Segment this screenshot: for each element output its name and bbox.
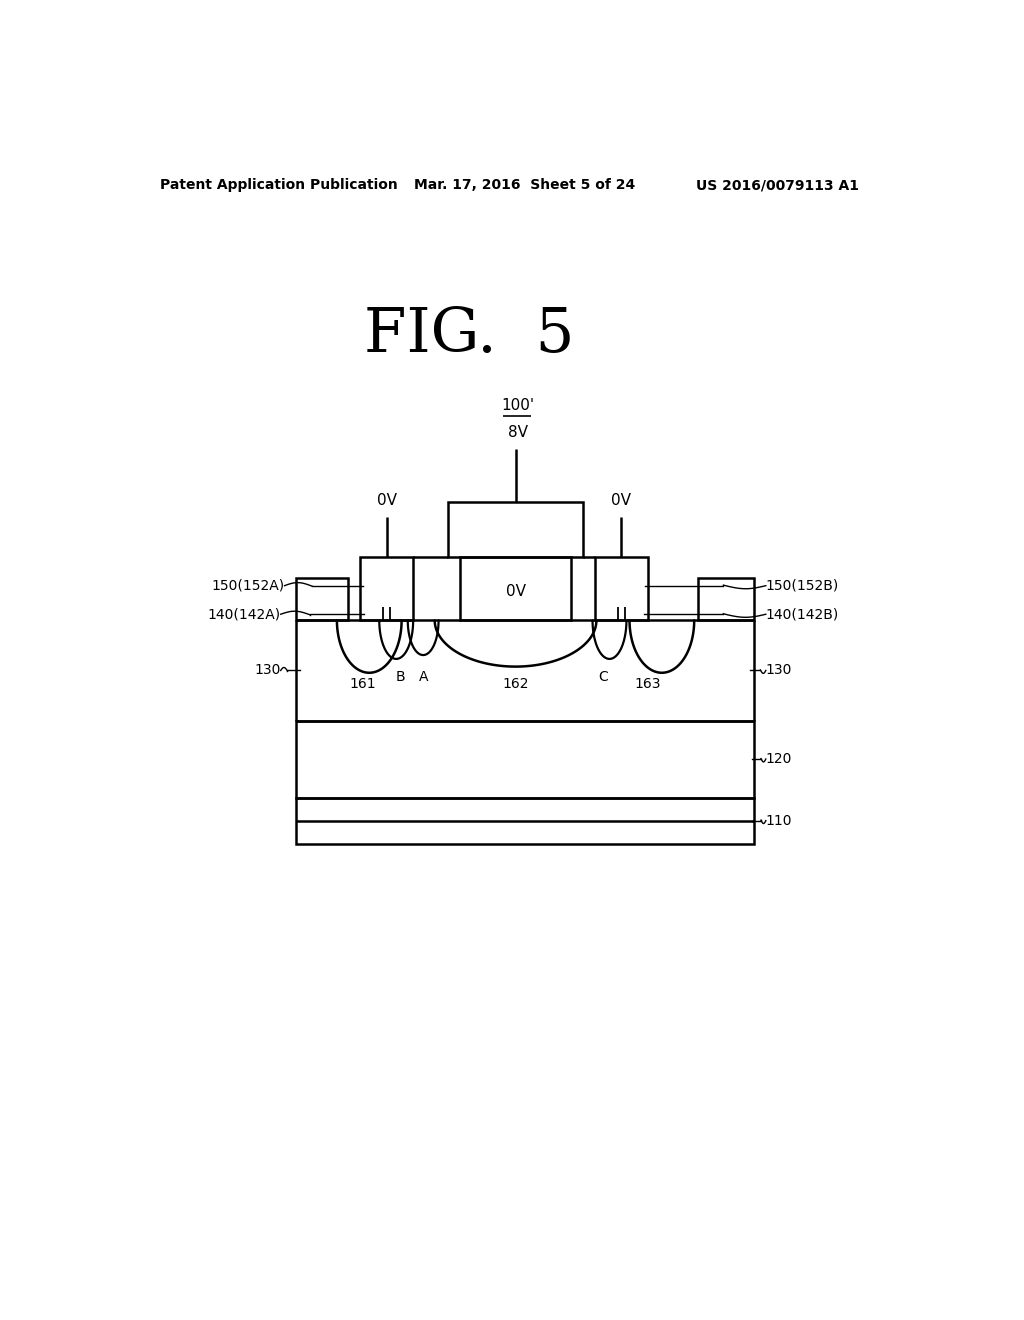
Text: 100': 100' [502, 399, 535, 413]
Text: 140(142A): 140(142A) [208, 607, 281, 622]
Text: Patent Application Publication: Patent Application Publication [160, 178, 397, 193]
Text: US 2016/0079113 A1: US 2016/0079113 A1 [696, 178, 859, 193]
Text: A: A [419, 671, 429, 684]
Bar [360, 557, 413, 620]
Text: 150(152A): 150(152A) [211, 578, 285, 593]
Text: Mar. 17, 2016  Sheet 5 of 24: Mar. 17, 2016 Sheet 5 of 24 [414, 178, 636, 193]
Text: 130: 130 [254, 664, 281, 677]
Text: C: C [598, 671, 608, 684]
Text: 0V: 0V [611, 492, 632, 508]
Text: 140(142B): 140(142B) [766, 607, 839, 622]
Text: FIG.  5: FIG. 5 [365, 305, 574, 366]
Text: 0V: 0V [377, 492, 396, 508]
Text: 110: 110 [766, 813, 793, 828]
Bar [460, 557, 571, 620]
Text: 161: 161 [350, 677, 377, 690]
Text: B: B [396, 671, 406, 684]
Bar [447, 502, 584, 557]
Bar [595, 557, 648, 620]
Bar [296, 578, 348, 620]
Bar [296, 721, 755, 797]
Bar [296, 797, 755, 843]
Text: 162: 162 [503, 677, 528, 690]
Text: 8V: 8V [508, 425, 527, 441]
Text: 130: 130 [766, 664, 793, 677]
Text: 150(152B): 150(152B) [766, 578, 839, 593]
Text: 163: 163 [635, 677, 662, 690]
Text: 0V: 0V [506, 585, 525, 599]
Bar [698, 578, 755, 620]
Text: 120: 120 [766, 752, 793, 766]
